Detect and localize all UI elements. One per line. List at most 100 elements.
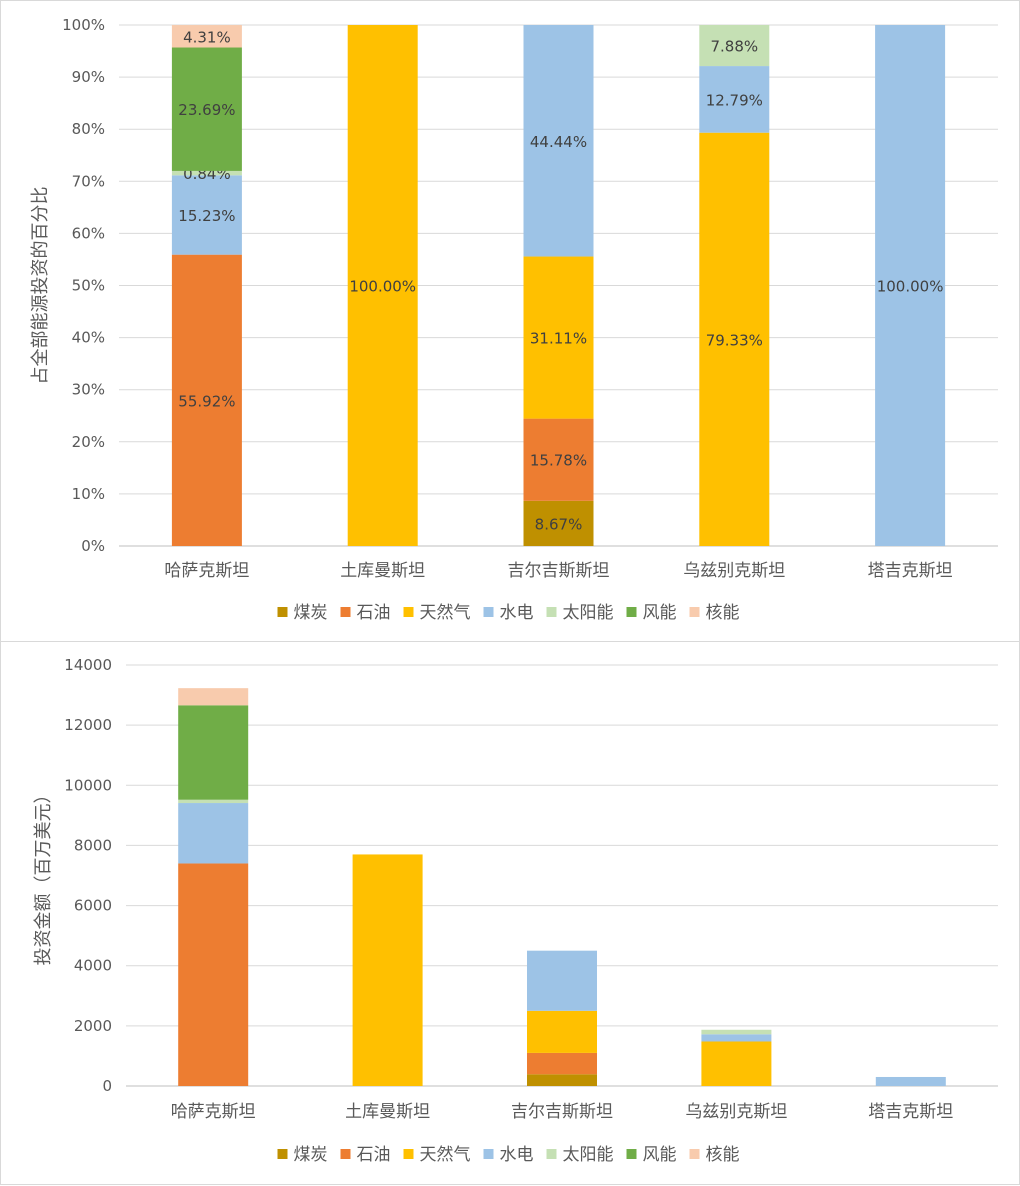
data-label: 7.88% [710,38,758,56]
bar-segment [699,25,770,67]
data-label: 23.69% [178,101,235,119]
bar-segment [701,1041,772,1086]
legend-swatch [403,607,414,617]
x-category-label: 塔吉克斯坦 [868,561,953,581]
legend-label: 石油 [357,603,391,623]
legend-label: 石油 [357,1145,391,1165]
data-label: 15.78% [530,452,587,470]
legend-label: 煤炭 [294,603,328,623]
x-category-label: 塔吉克斯坦 [868,1102,953,1122]
amount-stacked-bar-chart: 0 2000 4000 6000 8000 10000 12000 14000 投资金额（百万美… [33,656,998,1165]
legend-swatch [483,607,494,617]
y-tick-label: 10% [72,485,105,503]
bar-segment [178,863,249,1086]
bar-segment [523,256,594,419]
bar-segment [527,950,597,1011]
y-tick-label: 40% [72,329,105,347]
bar-segment [523,500,594,546]
y-tick-label: 90% [72,68,105,86]
legend-label: 太阳能 [563,1145,614,1165]
legend-label: 风能 [643,603,677,623]
data-label: 44.44% [530,133,587,151]
legend-swatch [626,1149,637,1159]
y-tick-label: 0% [81,537,105,555]
legend-swatch [277,1149,288,1159]
legend-label: 煤炭 [294,1145,328,1165]
bar-segment [347,25,418,546]
legend-label: 风能 [643,1145,677,1165]
bar-segment [523,418,594,501]
data-label: 79.33% [706,331,763,349]
legend-swatch [277,607,288,617]
legend-swatch [626,607,637,617]
bar-segment [171,170,242,176]
x-category-label: 乌兹别克斯坦 [683,561,785,581]
legend-label: 太阳能 [563,603,614,623]
legend-swatch [403,1149,414,1159]
bar-segment [171,175,242,255]
bar-segment [523,25,594,257]
legend-label: 水电 [500,1145,534,1165]
data-label: 12.79% [706,91,763,109]
bar-segment [527,1010,597,1053]
bar-segment [178,705,249,800]
data-label: 55.92% [178,392,235,410]
data-label: 31.11% [530,330,587,348]
amount-chart-panel: 0 2000 4000 6000 8000 10000 12000 14000 投资金额（百万美… [0,641,1020,1185]
x-category-label: 土库曼斯坦 [345,1102,430,1122]
bar-segment [875,25,946,546]
x-category-label: 吉尔吉斯斯坦 [508,561,610,581]
data-label: 8.67% [535,515,583,533]
percent-stacked-bar-chart: 0% 10% 20% 30% 40% 50% 60% 70% 80% 90% 100% 占全部能源投资… [30,16,998,623]
legend-label: 核能 [706,603,740,623]
legend-swatch [483,1149,494,1159]
y-tick-label: 20% [72,433,105,451]
y-tick-label: 0 [102,1077,112,1095]
y-tick-label: 50% [72,277,105,295]
bar-segment [699,132,770,546]
bar-segment [699,66,770,133]
y-tick-label: 12000 [64,716,112,734]
y-tick-label: 80% [72,120,105,138]
percent-chart-panel: 0% 10% 20% 30% 40% 50% 60% 70% 80% 90% 100% 占全部能源投资… [0,0,1020,642]
bar-segment [875,1076,946,1086]
bar-segment [352,854,423,1086]
bar-segment [527,1074,597,1086]
x-category-label: 乌兹别克斯坦 [685,1102,787,1122]
data-label: 100.00% [877,278,944,296]
y-tick-label: 30% [72,381,105,399]
bar-segment [178,688,249,706]
x-category-label: 土库曼斯坦 [340,561,425,581]
legend-label: 天然气 [420,1145,471,1165]
y-tick-label: 14000 [64,656,112,674]
legend-swatch [546,607,557,617]
data-label: 4.31% [183,28,231,46]
y-tick-label: 100% [62,16,105,34]
legend-swatch [546,1149,557,1159]
data-label: 15.23% [178,207,235,225]
y-tick-label: 8000 [74,836,112,854]
y-tick-label: 10000 [64,776,112,794]
y-tick-label: 2000 [74,1017,112,1035]
y-tick-label: 4000 [74,957,112,975]
bar-segment [701,1034,772,1042]
y-tick-label: 6000 [74,897,112,915]
bar-segment [171,47,242,171]
legend-swatch [340,607,351,617]
legend-label: 天然气 [420,603,471,623]
bar-segment [178,799,249,804]
x-category-label: 哈萨克斯坦 [171,1102,256,1122]
legend-swatch [340,1149,351,1159]
legend-swatch [689,1149,700,1159]
legend-swatch [689,607,700,617]
bar-segment [527,1052,597,1075]
y-axis-title: 投资金额（百万美元） [33,786,54,966]
x-category-label: 哈萨克斯坦 [164,561,249,581]
y-tick-label: 70% [72,172,105,190]
y-tick-label: 60% [72,224,105,242]
bar-segment [701,1029,772,1035]
data-label: 100.00% [349,278,416,296]
legend-label: 水电 [500,603,534,623]
bar-segment [178,803,249,864]
bar-segment [171,25,242,48]
